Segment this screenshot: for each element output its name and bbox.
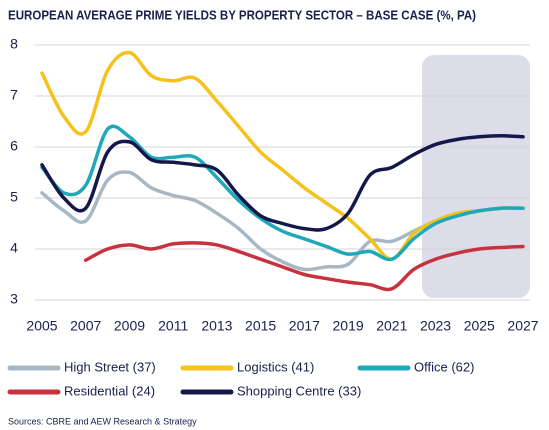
x-tick-label: 2021 — [376, 318, 407, 334]
x-tick-label: 2007 — [70, 318, 101, 334]
y-tick-label: 5 — [10, 189, 18, 205]
x-tick-label: 2013 — [201, 318, 232, 334]
series-line — [40, 124, 525, 262]
series-line — [40, 134, 525, 232]
x-tick-label: 2015 — [245, 318, 276, 334]
series-line — [83, 241, 525, 292]
x-tick-label: 2005 — [26, 318, 57, 334]
x-tick-label: 2023 — [420, 318, 451, 334]
y-tick-label: 7 — [10, 87, 18, 103]
x-tick-label: 2025 — [464, 318, 495, 334]
legend-label: Shopping Centre (33) — [237, 383, 361, 398]
forecast-shade — [422, 55, 530, 298]
chart-title: EUROPEAN AVERAGE PRIME YIELDS BY PROPERT… — [8, 7, 476, 22]
y-tick-label: 3 — [10, 291, 18, 307]
legend-label: High Street (37) — [64, 359, 156, 374]
x-tick-label: 2011 — [158, 318, 188, 334]
x-tick-label: 2017 — [289, 318, 320, 334]
y-tick-label: 6 — [10, 138, 18, 154]
legend-label: Office (62) — [414, 359, 474, 374]
y-tick-label: 8 — [10, 36, 18, 52]
legend-label: Logistics (41) — [237, 359, 314, 374]
series-line — [40, 50, 525, 261]
source-note: Sources: CBRE and AEW Research & Strateg… — [8, 416, 197, 426]
y-tick-label: 4 — [10, 240, 18, 256]
x-tick-label: 2009 — [114, 318, 145, 334]
legend-label: Residential (24) — [64, 383, 155, 398]
x-tick-label: 2027 — [507, 318, 538, 334]
x-tick-label: 2019 — [333, 318, 364, 334]
